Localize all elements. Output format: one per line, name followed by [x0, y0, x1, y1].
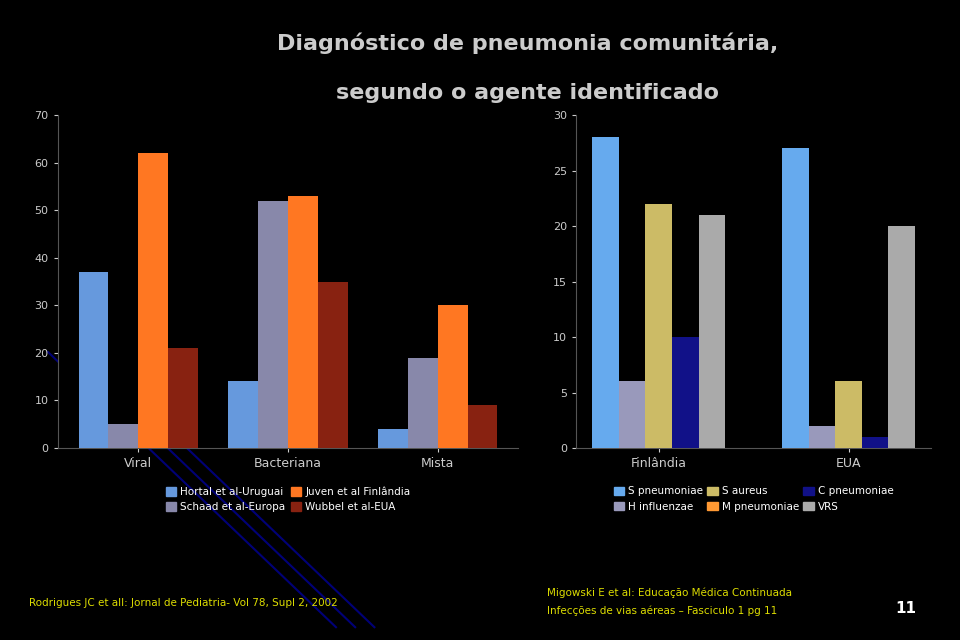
Bar — [168, 348, 198, 448]
Bar — [619, 381, 645, 448]
Bar — [438, 305, 468, 448]
Bar — [378, 429, 408, 448]
Bar — [318, 282, 348, 448]
Text: Rodrigues JC et all: Jornal de Pediatria- Vol 78, Supl 2, 2002: Rodrigues JC et all: Jornal de Pediatria… — [29, 598, 338, 608]
Text: Diagnóstico de pneumonia comunitária,: Diagnóstico de pneumonia comunitária, — [277, 32, 779, 54]
Text: 11: 11 — [896, 601, 917, 616]
Bar — [888, 226, 915, 448]
Legend: Hortal et al-Uruguai, Schaad et al-Europa, Juven et al Finlândia, Wubbel et al-E: Hortal et al-Uruguai, Schaad et al-Europ… — [166, 486, 410, 512]
Text: Migowski E et al: Educação Médica Continuada: Migowski E et al: Educação Médica Contin… — [547, 588, 792, 598]
Bar — [408, 358, 438, 448]
Bar — [258, 201, 288, 448]
Text: segundo o agente identificado: segundo o agente identificado — [337, 83, 719, 103]
Bar — [808, 426, 835, 448]
Bar — [288, 196, 318, 448]
Bar — [782, 148, 808, 448]
Bar — [138, 153, 168, 448]
Bar — [699, 215, 725, 448]
Text: Infecções de vias aéreas – Fasciculo 1 pg 11: Infecções de vias aéreas – Fasciculo 1 p… — [547, 605, 778, 616]
Bar — [592, 138, 619, 448]
Bar — [835, 381, 862, 448]
Bar — [645, 204, 672, 448]
Bar — [228, 381, 258, 448]
Bar — [862, 437, 888, 448]
Legend: S pneumoniae, H influenzae, S aureus, M pneumoniae, C pneumoniae, VRS: S pneumoniae, H influenzae, S aureus, M … — [613, 486, 894, 512]
Bar — [468, 405, 497, 448]
Bar — [79, 272, 108, 448]
Bar — [108, 424, 138, 448]
Bar — [672, 337, 699, 448]
